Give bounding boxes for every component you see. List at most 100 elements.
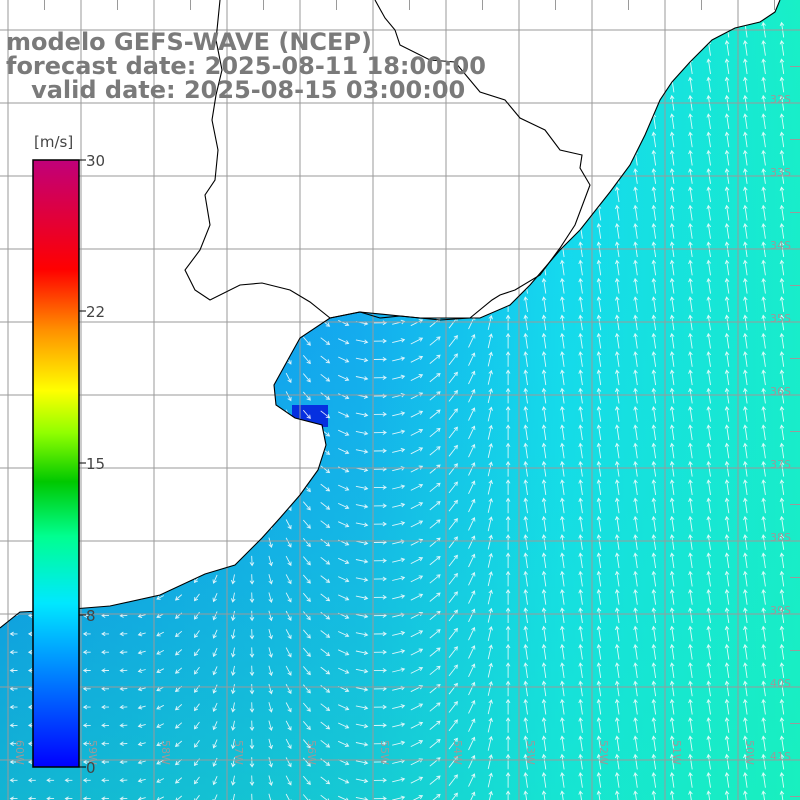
wind-arrow: [669, 223, 675, 239]
wind-arrow: [779, 772, 785, 788]
wind-arrow: [355, 595, 369, 601]
wind-arrow: [541, 314, 547, 331]
wind-arrow: [355, 687, 369, 692]
wind-arrow: [779, 223, 785, 239]
wind-arrow: [119, 631, 128, 637]
wind-arrow: [285, 665, 292, 676]
wind-arrow: [614, 735, 620, 752]
wind-arrow: [743, 497, 748, 514]
wind-arrow: [706, 479, 712, 495]
wind-arrow: [429, 464, 441, 474]
wind-arrow: [230, 647, 236, 658]
wind-arrow: [724, 772, 730, 788]
wind-arrow: [706, 387, 712, 404]
wind-arrow: [651, 204, 657, 221]
wind-arrow: [743, 424, 748, 441]
wind-arrow: [505, 680, 511, 697]
wind-arrow: [560, 351, 565, 367]
wind-arrow: [230, 665, 236, 676]
wind-arrow: [392, 374, 406, 380]
wind-arrow: [596, 497, 602, 514]
wind-arrow: [596, 223, 602, 239]
wind-arrow: [761, 589, 766, 605]
wind-arrow: [560, 698, 565, 715]
wind-arrow: [9, 741, 18, 746]
wind-arrow: [651, 753, 657, 770]
wind-arrow: [761, 515, 766, 532]
wind-arrow: [578, 662, 583, 678]
wind-arrow: [724, 442, 730, 459]
wind-arrow: [302, 336, 311, 346]
wind-arrow: [523, 296, 529, 312]
wind-arrow: [578, 772, 583, 788]
wind-arrow: [761, 442, 766, 459]
wind-arrow: [633, 332, 638, 349]
wind-arrow: [743, 680, 748, 697]
wind-arrow: [779, 277, 785, 294]
wind-arrow: [373, 320, 387, 326]
wind-arrow: [560, 497, 565, 514]
wind-arrow: [706, 277, 712, 294]
wind-arrow: [706, 625, 712, 642]
wind-arrow: [156, 741, 165, 747]
wind-arrow: [633, 497, 638, 514]
wind-arrow: [596, 515, 602, 532]
wind-arrow: [9, 704, 18, 710]
wind-arrow: [9, 668, 18, 673]
wind-arrow: [468, 571, 476, 586]
wind-arrow: [541, 570, 547, 587]
wind-arrow: [338, 795, 350, 800]
wind-arrow: [560, 332, 565, 349]
wind-arrow: [230, 702, 236, 713]
wind-arrow: [392, 649, 406, 655]
wind-arrow: [633, 314, 638, 331]
wind-arrow: [338, 411, 350, 418]
wind-arrow: [578, 515, 583, 532]
wind-arrow: [743, 296, 748, 312]
wind-arrow: [212, 574, 218, 584]
wind-arrow: [633, 643, 638, 660]
wind-arrow: [119, 759, 128, 765]
longitude-label: 57W: [232, 740, 245, 765]
wind-arrow: [137, 650, 146, 655]
wind-arrow: [320, 538, 331, 547]
colorbar-tick-label: 15: [86, 455, 105, 473]
wind-arrow: [651, 717, 657, 733]
wind-arrow: [669, 753, 675, 770]
wind-arrow: [137, 631, 146, 637]
wind-arrow: [669, 625, 675, 642]
wind-arrow: [268, 574, 273, 585]
wind-arrow: [119, 741, 128, 747]
wind-arrow: [669, 515, 675, 532]
wind-arrow: [688, 113, 693, 129]
wind-arrow: [743, 460, 748, 477]
wind-arrow: [651, 406, 657, 422]
wind-arrow: [651, 332, 657, 349]
wind-arrow: [468, 334, 476, 348]
wind-arrow: [578, 717, 583, 733]
wind-arrow: [669, 680, 675, 697]
wind-arrow: [249, 555, 255, 567]
wind-arrow: [688, 717, 693, 733]
wind-arrow: [448, 353, 458, 366]
wind-arrow: [268, 628, 273, 640]
wind-arrow: [230, 629, 236, 640]
wind-arrow: [706, 296, 712, 312]
wind-arrow: [212, 666, 218, 676]
wind-arrow: [320, 337, 331, 346]
latitude-label: 38S: [770, 531, 791, 544]
wind-arrow: [302, 794, 311, 800]
wind-arrow: [614, 515, 620, 532]
wind-arrow: [27, 778, 36, 783]
wind-arrow: [651, 698, 657, 715]
wind-arrow: [541, 387, 547, 404]
wind-arrow: [487, 424, 493, 440]
wind-arrow: [302, 373, 311, 383]
wind-arrow: [688, 204, 693, 221]
wind-arrow: [614, 589, 620, 605]
wind-arrow: [193, 630, 200, 638]
wind-arrow: [285, 372, 292, 384]
wind-arrow: [743, 241, 748, 258]
wind-arrow: [505, 772, 511, 788]
